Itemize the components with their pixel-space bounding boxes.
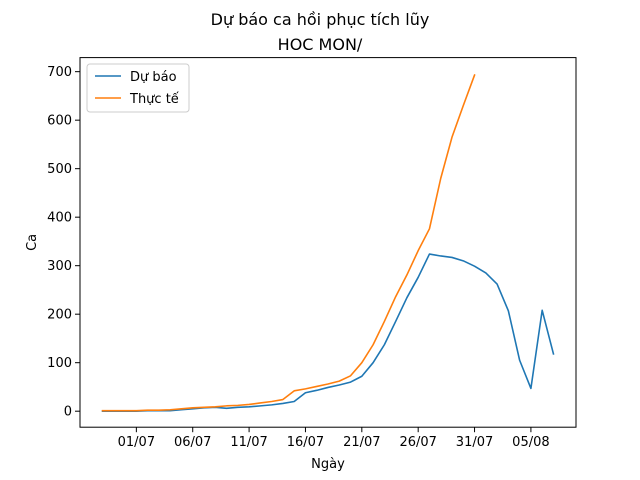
- legend: Dự báo Thực tế: [86, 63, 190, 113]
- x-tick-label: 11/07: [230, 435, 267, 450]
- x-tick-label: 21/07: [343, 435, 380, 450]
- series-line-actual: [101, 74, 476, 412]
- y-tick-label: 200: [47, 308, 72, 323]
- legend-label-actual: Thực tế: [129, 92, 179, 107]
- y-axis-label: Ca: [25, 234, 40, 251]
- x-tick-label: 05/08: [512, 435, 549, 450]
- y-tick-label: 0: [64, 405, 72, 420]
- chart-title: Dự báo ca hồi phục tích lũy: [211, 10, 430, 29]
- y-tick-label: 700: [47, 65, 72, 80]
- y-tick-label: 400: [47, 211, 72, 226]
- x-tick-label: 31/07: [456, 435, 493, 450]
- x-tick-label: 26/07: [399, 435, 436, 450]
- y-tick-label: 500: [47, 162, 72, 177]
- series-line-forecast: [101, 253, 555, 412]
- plot-frame: [79, 57, 577, 428]
- series-layer: [101, 74, 555, 412]
- y-tick-label: 300: [47, 259, 72, 274]
- x-tick-label: 01/07: [118, 435, 155, 450]
- y-tick-label: 600: [47, 114, 72, 129]
- tick-layer: 0 100 200 300 400 500 600 700 01/07 06/07 11/07 16/…: [47, 65, 549, 450]
- legend-label-forecast: Dự báo: [130, 70, 177, 85]
- chart-subtitle: HOC MON/: [278, 35, 363, 54]
- x-tick-label: 16/07: [287, 435, 324, 450]
- x-axis-label: Ngày: [311, 457, 345, 472]
- y-tick-label: 100: [47, 356, 72, 371]
- x-tick-label: 06/07: [174, 435, 211, 450]
